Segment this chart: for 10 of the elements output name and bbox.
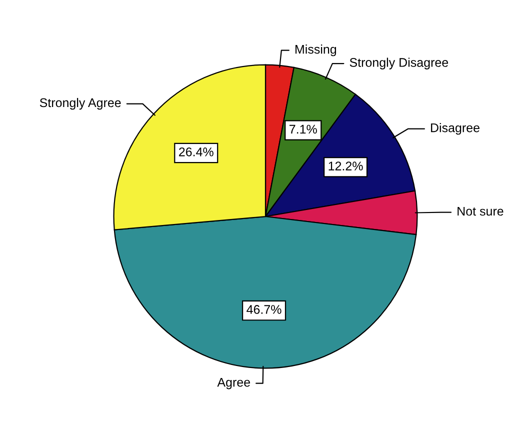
data-label: 7.1% [290,124,317,134]
slice-label: Agree [217,378,250,390]
slice-label: Disagree [431,123,480,135]
slice-label: Not sure [458,206,504,216]
data-label: 46.7% [246,305,282,314]
slice-label: Strongly Disagree [350,58,448,70]
slice-label: Missing [296,44,336,56]
data-label: 12.2% [328,162,363,170]
data-label: 26.4% [179,147,214,156]
slice-label: Strongly Agree [40,98,121,110]
